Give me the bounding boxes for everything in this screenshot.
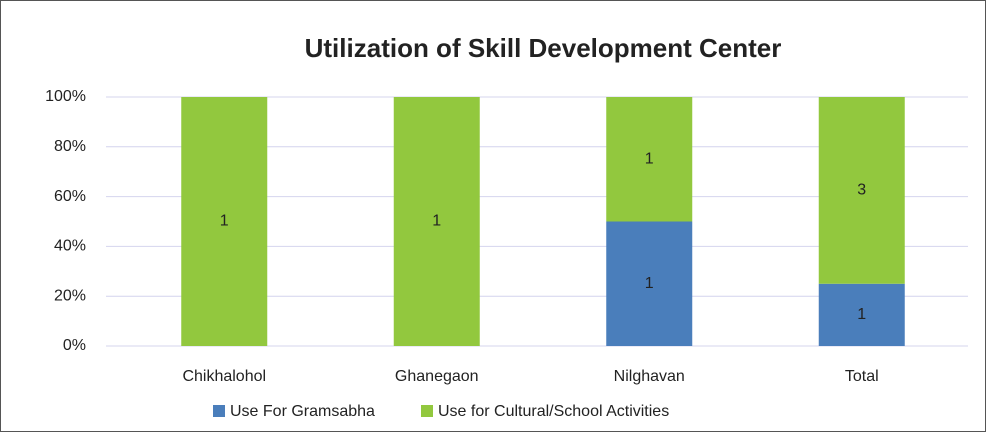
bar-segment [181,97,268,346]
data-label: 1 [220,213,229,230]
data-label: 1 [645,275,654,292]
data-label: 3 [857,182,866,199]
x-tick-label: Chikhalohol [182,368,266,385]
bar-segment [818,283,905,346]
x-tick-label: Nilghavan [614,368,685,385]
y-tick-label: 0% [63,337,86,354]
chart-title: Utilization of Skill Development Center [305,33,782,63]
y-tick-label: 60% [54,188,86,205]
legend-swatch [213,405,225,417]
data-label: 1 [645,150,654,167]
x-tick-label: Total [845,368,879,385]
y-tick-label: 40% [54,238,86,255]
x-tick-label: Ghanegaon [395,368,479,385]
legend-label: Use For Gramsabha [230,403,375,420]
y-tick-label: 80% [54,138,86,155]
y-tick-label: 20% [54,287,86,304]
bar-segment [606,97,693,222]
y-tick-label: 100% [45,88,86,105]
data-label: 1 [857,306,866,323]
bar-segment [818,97,905,284]
bar-segment [606,221,693,346]
bar-segment [393,97,480,346]
legend-swatch [421,405,433,417]
data-label: 1 [432,213,441,230]
legend-label: Use for Cultural/School Activities [438,403,669,420]
